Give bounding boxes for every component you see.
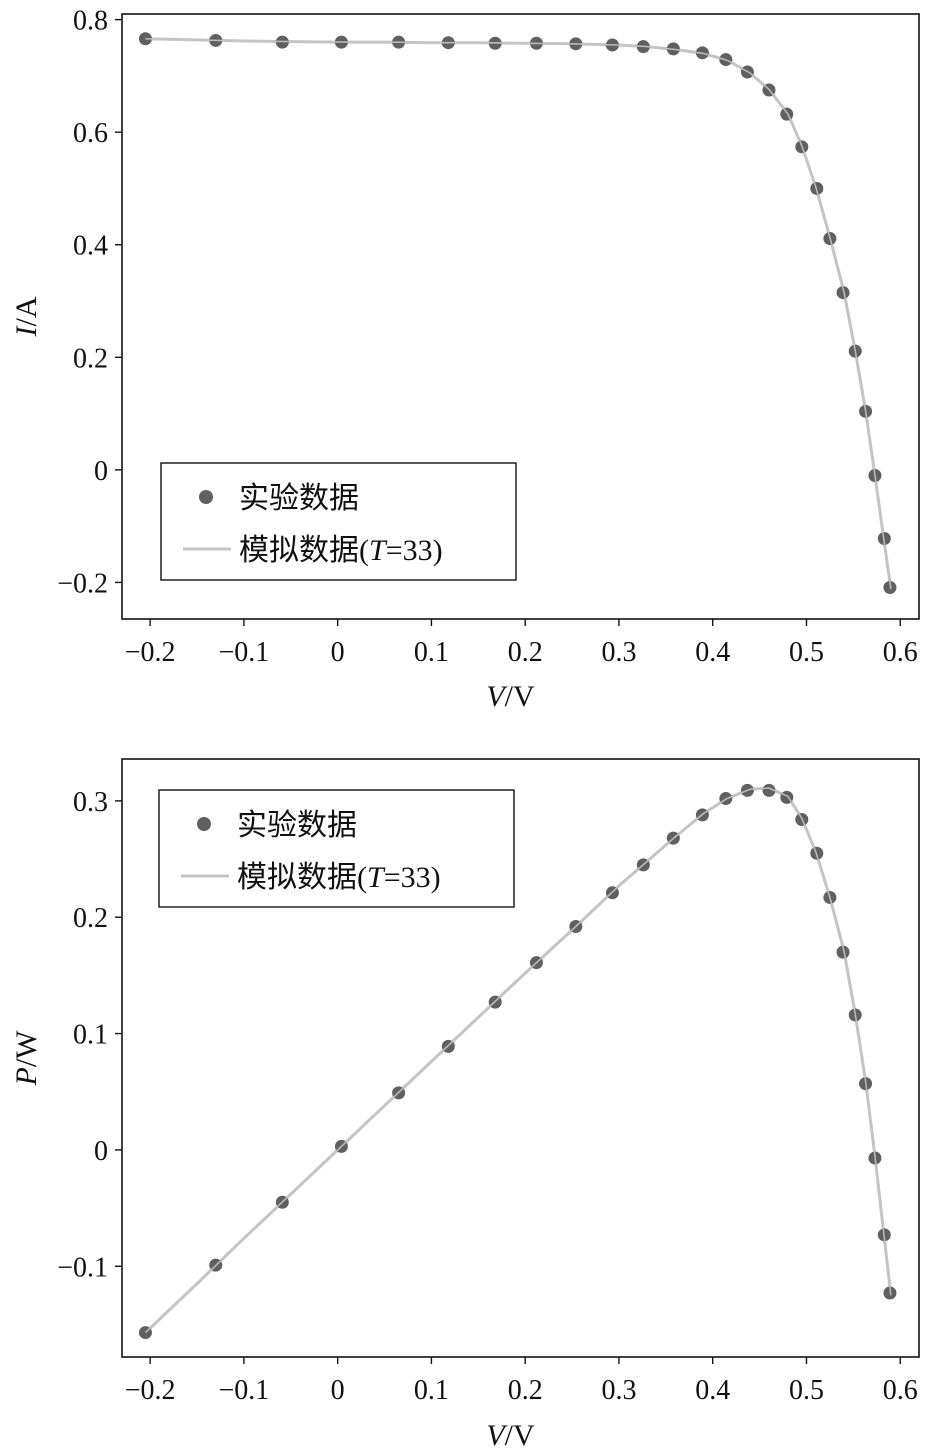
y-axis-var: I xyxy=(10,325,43,338)
x-tick-label: 0.1 xyxy=(414,637,449,668)
data-point xyxy=(836,945,850,959)
y-tick-label: 0.3 xyxy=(73,787,108,818)
legend-sim-open: ( xyxy=(359,534,369,567)
x-tick-label: 0.4 xyxy=(695,637,730,668)
x-tick-label: −0.1 xyxy=(218,637,269,668)
x-tick-label: 0.5 xyxy=(789,1375,824,1406)
x-tick-label: −0.2 xyxy=(125,637,176,668)
x-tick-label: −0.1 xyxy=(218,1375,269,1406)
x-axis-label: V/V xyxy=(486,680,535,713)
y-tick-label: −0.2 xyxy=(57,568,108,599)
x-tick-label: 0.3 xyxy=(601,1375,636,1406)
x-tick-label: 0.5 xyxy=(789,637,824,668)
y-tick-label: 0.8 xyxy=(73,6,108,37)
legend-marker-points xyxy=(199,490,213,504)
plot-frame xyxy=(121,758,920,1358)
x-tick-label: 0.1 xyxy=(414,1375,449,1406)
legend-sim-rest: =33) xyxy=(384,861,441,894)
x-axis-var: V xyxy=(486,1419,508,1452)
y-tick-label: 0.4 xyxy=(73,231,108,262)
legend-sim-var: T xyxy=(367,861,386,894)
x-tick-label: 0.4 xyxy=(695,1375,730,1406)
data-point xyxy=(836,286,850,300)
legend-label-experimental: 实验数据 xyxy=(239,481,359,516)
y-axis-label: P/W xyxy=(10,1030,43,1087)
legend-sim-name: 模拟数据 xyxy=(237,860,357,895)
legend-label-simulated: 模拟数据(T=33) xyxy=(239,533,443,568)
legend-box xyxy=(158,789,515,908)
legend-sim-open: ( xyxy=(357,861,367,894)
x-axis-unit: /V xyxy=(505,1419,535,1452)
x-axis-unit: /V xyxy=(505,680,535,713)
x-tick-label: 0.6 xyxy=(883,637,918,668)
y-tick-label: 0.2 xyxy=(73,343,108,374)
x-tick-label: 0.6 xyxy=(883,1375,918,1406)
y-axis-label: I/A xyxy=(10,296,43,337)
x-tick-label: 0 xyxy=(331,637,345,668)
legend-sim-rest: =33) xyxy=(386,534,443,567)
y-tick-label: 0.6 xyxy=(73,118,108,149)
y-axis-unit: /A xyxy=(10,296,43,326)
y-tick-label: −0.1 xyxy=(57,1252,108,1283)
data-point xyxy=(780,107,794,121)
series-line-overlay xyxy=(145,38,892,590)
y-tick-label: 0.1 xyxy=(73,1020,108,1051)
x-tick-label: 0.2 xyxy=(508,1375,543,1406)
legend-sim-var: T xyxy=(369,534,388,567)
x-axis-label: V/V xyxy=(486,1419,535,1452)
legend-sim-name: 模拟数据 xyxy=(239,533,359,568)
x-tick-label: −0.2 xyxy=(125,1375,176,1406)
plot-frame xyxy=(121,13,920,620)
y-tick-label: 0 xyxy=(94,456,108,487)
legend-label-simulated: 模拟数据(T=33) xyxy=(237,860,441,895)
y-tick-label: 0.2 xyxy=(73,903,108,934)
x-axis-var: V xyxy=(486,680,508,713)
y-tick-label: 0 xyxy=(94,1136,108,1167)
series-line-overlay xyxy=(144,787,892,1334)
x-tick-label: 0.2 xyxy=(508,637,543,668)
data-point xyxy=(762,783,776,797)
legend-label-experimental: 实验数据 xyxy=(237,808,357,843)
legend-box xyxy=(160,462,517,581)
legend-marker-points xyxy=(197,817,211,831)
y-axis-unit: /W xyxy=(10,1030,43,1067)
x-tick-label: 0.3 xyxy=(601,637,636,668)
x-tick-label: 0 xyxy=(331,1375,345,1406)
iv-chart: −0.2 −0.1 0 0.1 0.2 0.3 0.4 0.5 0.6 −0.2 0 0.2 0.4 0.… xyxy=(10,6,920,713)
pv-chart: −0.2 −0.1 0 0.1 0.2 0.3 0.4 0.5 0.6 −0.1 0 0.1 0.2 0.… xyxy=(10,758,920,1452)
y-axis-var: P xyxy=(10,1067,43,1086)
